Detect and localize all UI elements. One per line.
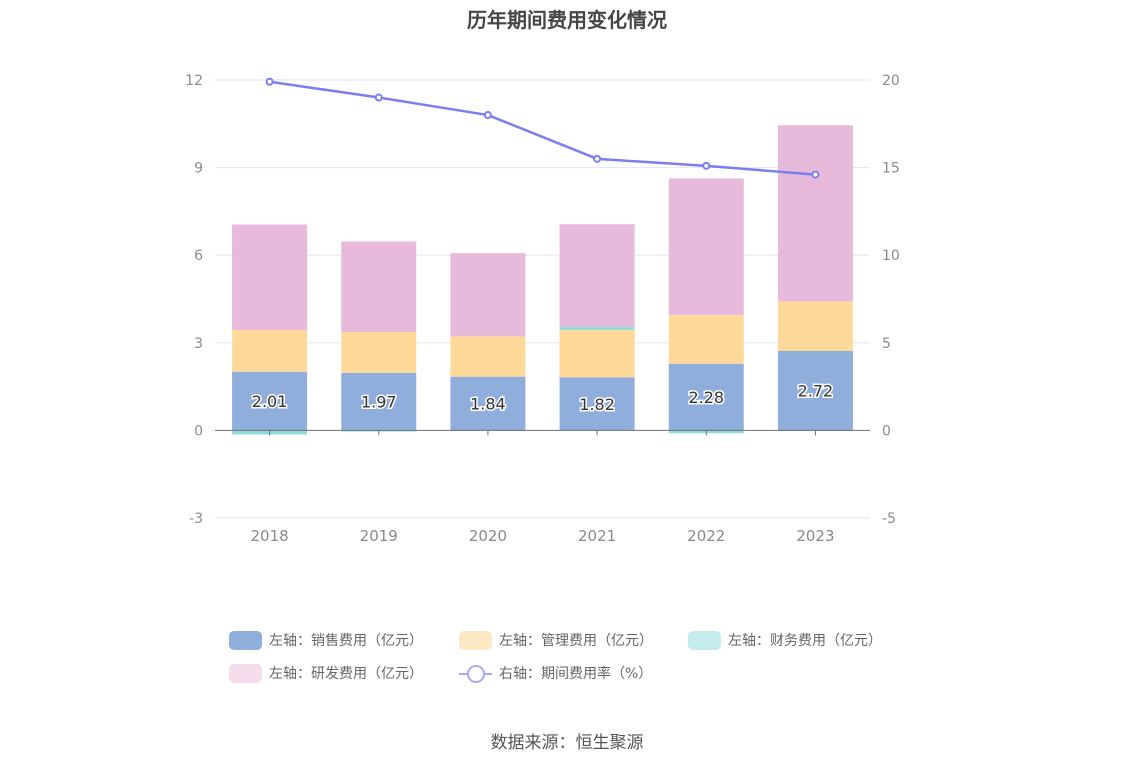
bar-segment	[559, 327, 635, 330]
x-tick-label: 2022	[687, 527, 725, 545]
bar-segment	[668, 363, 744, 431]
right-tick-label: 10	[882, 248, 900, 264]
bar-segment	[777, 350, 853, 431]
bar-data-label: 2.72	[798, 382, 834, 401]
line-point	[483, 111, 492, 120]
bar-segment	[450, 253, 526, 337]
left-tick-label: 9	[194, 161, 203, 177]
legend-swatch-sales	[229, 630, 262, 650]
bar-segment	[559, 329, 635, 378]
bar-segment	[559, 224, 635, 328]
line-point	[702, 161, 711, 170]
bar-segment	[450, 336, 526, 377]
source-note: 数据来源：恒生聚源	[490, 733, 644, 753]
legend-line-marker	[459, 664, 492, 683]
x-tick-label: 2023	[796, 527, 834, 545]
bar-segment	[777, 301, 853, 351]
bar-segment	[232, 224, 308, 330]
x-tick-label: 2021	[578, 527, 616, 545]
line-series	[269, 80, 816, 176]
legend-item-finance[interactable]: 左轴：财务费用（亿元）	[688, 630, 882, 650]
bar-segment	[341, 372, 417, 431]
left-tick-label: 0	[194, 423, 203, 439]
line-point	[811, 170, 820, 179]
bar-segment	[232, 329, 308, 372]
line-point	[593, 154, 602, 163]
legend-label-finance: 左轴：财务费用（亿元）	[728, 633, 882, 649]
legend-swatch-finance	[688, 630, 721, 650]
left-tick-label: 6	[194, 248, 203, 264]
bar-segment	[559, 377, 635, 431]
right-tick-label: 15	[882, 161, 900, 177]
legend-item-expense-rate[interactable]: 右轴：期间费用率（%）	[459, 663, 652, 683]
bar-data-label: 2.28	[688, 388, 724, 407]
bar-data-label: 1.84	[470, 395, 506, 414]
legend-label-sales: 左轴：销售费用（亿元）	[269, 633, 423, 649]
bar-data-label: 2.01	[252, 392, 288, 411]
bar-segment	[777, 125, 853, 302]
right-tick-label: 20	[882, 73, 900, 89]
bar-segment	[668, 315, 744, 364]
bar-data-label: 1.82	[579, 395, 615, 414]
chart-plot: -3 0 3 6 9 12 -5 0 5 10 15 20 2018 2019 2020 2021 2022 20…	[185, 73, 900, 545]
legend-swatch-admin	[459, 630, 492, 650]
legend-item-sales[interactable]: 左轴：销售费用（亿元）	[229, 630, 423, 650]
bar-segment	[232, 371, 308, 431]
x-tick-label: 2019	[360, 527, 398, 545]
right-tick-label: -5	[882, 511, 896, 527]
legend-item-admin[interactable]: 左轴：管理费用（亿元）	[459, 630, 653, 650]
left-tick-label: -3	[189, 511, 203, 527]
legend-item-rnd[interactable]: 左轴：研发费用（亿元）	[229, 663, 423, 683]
bar-segment	[341, 331, 417, 373]
right-tick-label: 0	[882, 423, 891, 439]
chart-title: 历年期间费用变化情况	[467, 8, 667, 32]
bar-segment	[341, 241, 417, 332]
legend-label-expense-rate: 右轴：期间费用率（%）	[499, 666, 653, 682]
line-point	[374, 93, 383, 102]
legend-label-admin: 左轴：管理费用（亿元）	[499, 633, 653, 649]
legend-label-rnd: 左轴：研发费用（亿元）	[269, 666, 423, 682]
bar-segment	[450, 376, 526, 431]
bar-data-label: 1.97	[361, 393, 397, 412]
right-tick-label: 5	[882, 336, 891, 352]
left-tick-label: 3	[194, 336, 203, 352]
line-point	[265, 77, 274, 86]
legend-swatch-rnd	[229, 663, 262, 683]
x-tick-label: 2018	[250, 527, 288, 545]
bar-segment	[668, 178, 744, 316]
left-tick-label: 12	[185, 73, 203, 89]
x-tick-label: 2020	[469, 527, 507, 545]
